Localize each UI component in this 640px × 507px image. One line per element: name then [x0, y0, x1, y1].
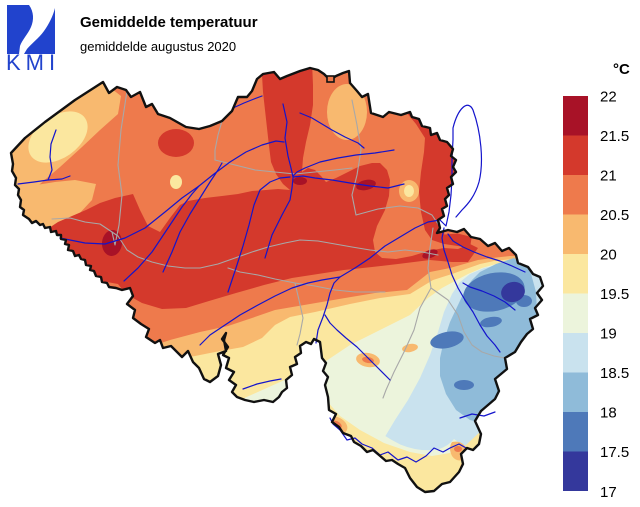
svg-text:19: 19 — [600, 326, 617, 343]
svg-text:21.5: 21.5 — [600, 128, 629, 145]
svg-text:°C: °C — [613, 61, 630, 78]
svg-text:Gemiddelde temperatuur: Gemiddelde temperatuur — [80, 14, 258, 31]
svg-text:21: 21 — [600, 168, 617, 185]
svg-text:17.5: 17.5 — [600, 444, 629, 461]
svg-text:17: 17 — [600, 484, 617, 501]
svg-text:19.5: 19.5 — [600, 286, 629, 303]
svg-text:20.5: 20.5 — [600, 207, 629, 224]
svg-text:22: 22 — [600, 89, 617, 106]
svg-text:20: 20 — [600, 247, 617, 264]
svg-text:gemiddelde augustus 2020: gemiddelde augustus 2020 — [80, 39, 236, 54]
svg-text:KMI: KMI — [6, 50, 60, 75]
svg-text:18: 18 — [600, 405, 617, 422]
svg-text:18.5: 18.5 — [600, 365, 629, 382]
